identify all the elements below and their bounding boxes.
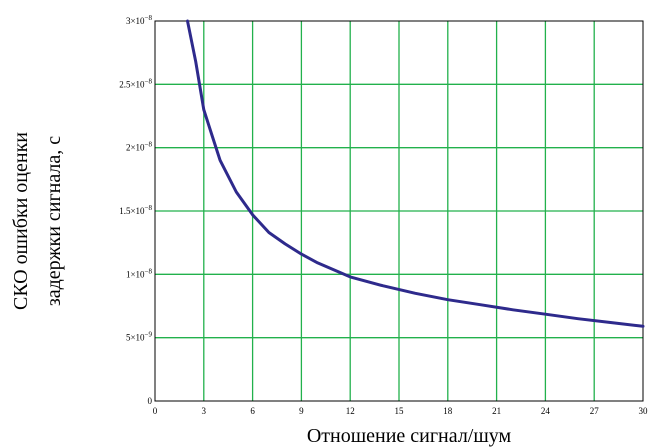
x-tick-label: 15 bbox=[395, 406, 405, 416]
y-axis-title-line: задержки сигнала, с bbox=[43, 136, 65, 306]
x-tick-label: 6 bbox=[250, 406, 255, 416]
plot-frame bbox=[154, 20, 644, 402]
x-tick-label: 9 bbox=[299, 406, 304, 416]
y-tick-label: 2.5×10−8 bbox=[119, 77, 152, 89]
y-axis-title-line: СКО ошибки оценки bbox=[10, 132, 32, 310]
y-tick-label: 5×10−9 bbox=[126, 331, 153, 343]
series-line bbox=[186, 19, 645, 328]
tick-labels: 0 3 6 9 12 15 18 21 24 27 30 0 5×10−9 1×10−8 1.5×10−8 2… bbox=[119, 14, 648, 416]
y-tick-label: 0 bbox=[148, 396, 153, 406]
y-tick-label: 1.5×10−8 bbox=[119, 204, 152, 216]
y-tick-label: 1×10−8 bbox=[126, 267, 153, 279]
grid bbox=[155, 21, 643, 401]
x-tick-label: 30 bbox=[639, 406, 649, 416]
x-tick-label: 12 bbox=[346, 406, 355, 416]
x-tick-label: 0 bbox=[153, 406, 158, 416]
y-tick-label: 2×10−8 bbox=[126, 141, 153, 153]
x-tick-label: 18 bbox=[443, 406, 453, 416]
x-tick-label: 27 bbox=[590, 406, 600, 416]
x-tick-label: 3 bbox=[202, 406, 207, 416]
x-tick-label: 24 bbox=[541, 406, 551, 416]
y-tick-label: 3×10−8 bbox=[126, 14, 153, 26]
x-axis-title: Отношение сигнал/шум bbox=[307, 425, 512, 447]
x-tick-label: 21 bbox=[492, 406, 501, 416]
y-axis-title: СКО ошибки оценки задержки сигнала, с bbox=[10, 132, 65, 310]
